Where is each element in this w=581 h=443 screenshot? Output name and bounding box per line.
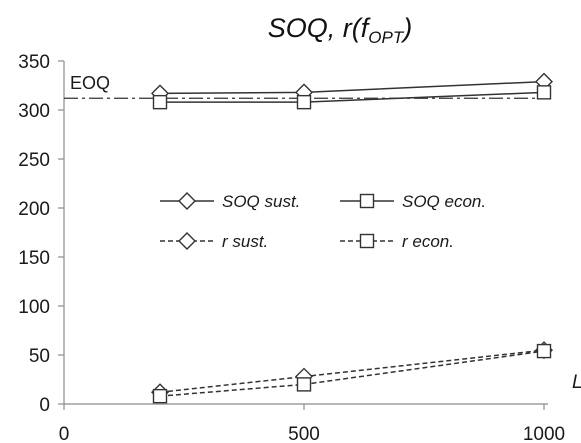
eoq-reference-label: EOQ bbox=[70, 73, 110, 93]
y-tick-label: 150 bbox=[18, 248, 50, 269]
y-tick-label: 250 bbox=[18, 150, 50, 171]
x-tick-label: 1000 bbox=[523, 424, 565, 443]
axes: 0 50 100 150 200 250 300 350 0 500 1000 bbox=[18, 52, 565, 443]
chart-title-tail: ) bbox=[400, 13, 412, 43]
data-point bbox=[296, 377, 312, 392]
y-tick-label: 100 bbox=[18, 297, 50, 318]
legend-item: r sust. bbox=[160, 232, 268, 251]
y-tick-label: 300 bbox=[18, 101, 50, 122]
y-tick-label: 50 bbox=[29, 346, 50, 367]
x-tick-label: 0 bbox=[59, 424, 70, 443]
x-axis-label: L bbox=[572, 372, 581, 393]
chart-title: SOQ, r(fOPT) bbox=[268, 13, 412, 47]
series-group bbox=[151, 72, 553, 404]
series-line bbox=[159, 80, 545, 95]
y-tick-label: 0 bbox=[39, 395, 50, 416]
series-line bbox=[160, 91, 545, 103]
series-line bbox=[159, 349, 545, 393]
legend-label: SOQ econ. bbox=[402, 192, 486, 211]
y-tick-label: 200 bbox=[18, 199, 50, 220]
legend-item: SOQ sust. bbox=[160, 192, 300, 211]
series-3 bbox=[152, 343, 552, 404]
legend-swatch-marker bbox=[178, 192, 196, 210]
y-tick-label: 350 bbox=[18, 52, 50, 73]
legend: SOQ sust. SOQ econ. r sust. r econ. bbox=[160, 192, 486, 251]
x-tick-label: 500 bbox=[288, 424, 320, 443]
data-point bbox=[536, 85, 552, 100]
series-1 bbox=[152, 85, 552, 110]
data-point bbox=[152, 94, 168, 110]
series-0 bbox=[151, 72, 553, 103]
chart-title-subscript: OPT bbox=[368, 28, 405, 47]
reference-line-group: EOQ bbox=[64, 73, 544, 99]
legend-swatch-marker bbox=[359, 193, 375, 209]
legend-label: SOQ sust. bbox=[222, 192, 300, 211]
chart-title-main: SOQ, r(f bbox=[268, 13, 371, 43]
legend-label: r sust. bbox=[222, 232, 268, 251]
data-point bbox=[296, 94, 312, 110]
legend-label: r econ. bbox=[402, 232, 454, 251]
data-point bbox=[152, 388, 168, 404]
legend-swatch-marker bbox=[178, 232, 196, 250]
series-line bbox=[159, 350, 545, 397]
legend-item: r econ. bbox=[340, 232, 454, 251]
data-point bbox=[536, 343, 552, 359]
legend-item: SOQ econ. bbox=[340, 192, 486, 211]
legend-swatch-marker bbox=[359, 233, 375, 249]
